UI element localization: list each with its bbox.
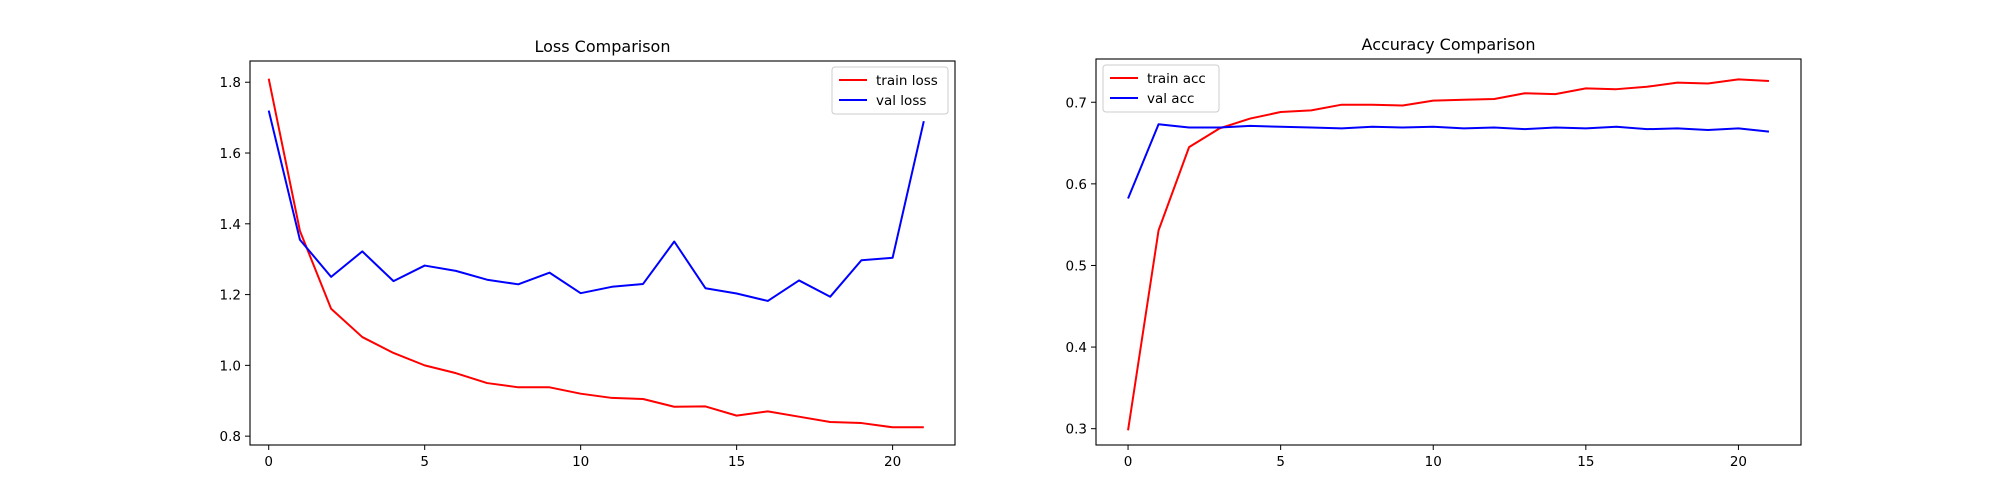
y-tick-label: 1.2	[220, 288, 241, 304]
legend-label-val-acc: val acc	[1147, 91, 1194, 107]
x-tick-label: 15	[1577, 454, 1594, 470]
legend: train loss val loss	[831, 66, 949, 115]
axes-frame	[1095, 58, 1802, 446]
series-line-val-acc	[1127, 123, 1770, 199]
legend-box	[831, 66, 949, 115]
x-tick-label: 5	[420, 454, 429, 470]
legend: train acc val acc	[1102, 64, 1220, 113]
y-tick-label: 1.4	[220, 217, 241, 233]
legend-label-train-loss: train loss	[876, 73, 938, 89]
y-tick-label: 0.4	[1066, 340, 1087, 356]
x-tick-label: 10	[1425, 454, 1442, 470]
axes-frame	[249, 60, 956, 446]
x-tick-label: 0	[1124, 454, 1133, 470]
chart-title: Accuracy Comparison	[1362, 35, 1536, 54]
x-tick-label: 20	[1730, 454, 1747, 470]
y-tick-label: 0.8	[220, 429, 241, 445]
x-tick-label: 20	[884, 454, 901, 470]
series-line-train-acc	[1127, 78, 1770, 431]
y-tick-label: 0.5	[1066, 258, 1087, 274]
legend-box	[1102, 64, 1220, 113]
legend-label-train-acc: train acc	[1147, 71, 1206, 87]
y-tick-label: 0.7	[1066, 95, 1087, 111]
x-tick-label: 5	[1276, 454, 1285, 470]
y-tick-label: 1.0	[220, 358, 241, 374]
series-line-val-loss	[267, 110, 925, 302]
y-tick-label: 0.3	[1066, 422, 1087, 438]
chart-title: Loss Comparison	[535, 37, 671, 56]
loss-comparison-chart: Loss Comparison 0 5 10 15 20 0.8 1.0 1.2 1.4 1.6 1.…	[220, 37, 956, 470]
x-tick-label: 10	[572, 454, 589, 470]
legend-label-val-loss: val loss	[876, 93, 926, 109]
y-tick-label: 1.8	[220, 75, 241, 91]
x-tick-label: 15	[728, 454, 745, 470]
y-tick-label: 0.6	[1066, 177, 1087, 193]
accuracy-comparison-chart: Accuracy Comparison 0 5 10 15 20 0.3 0.4 0.5 0.6 0…	[1066, 35, 1802, 470]
x-tick-label: 0	[264, 454, 273, 470]
series-line-train-loss	[267, 78, 924, 429]
y-tick-label: 1.6	[220, 146, 241, 162]
